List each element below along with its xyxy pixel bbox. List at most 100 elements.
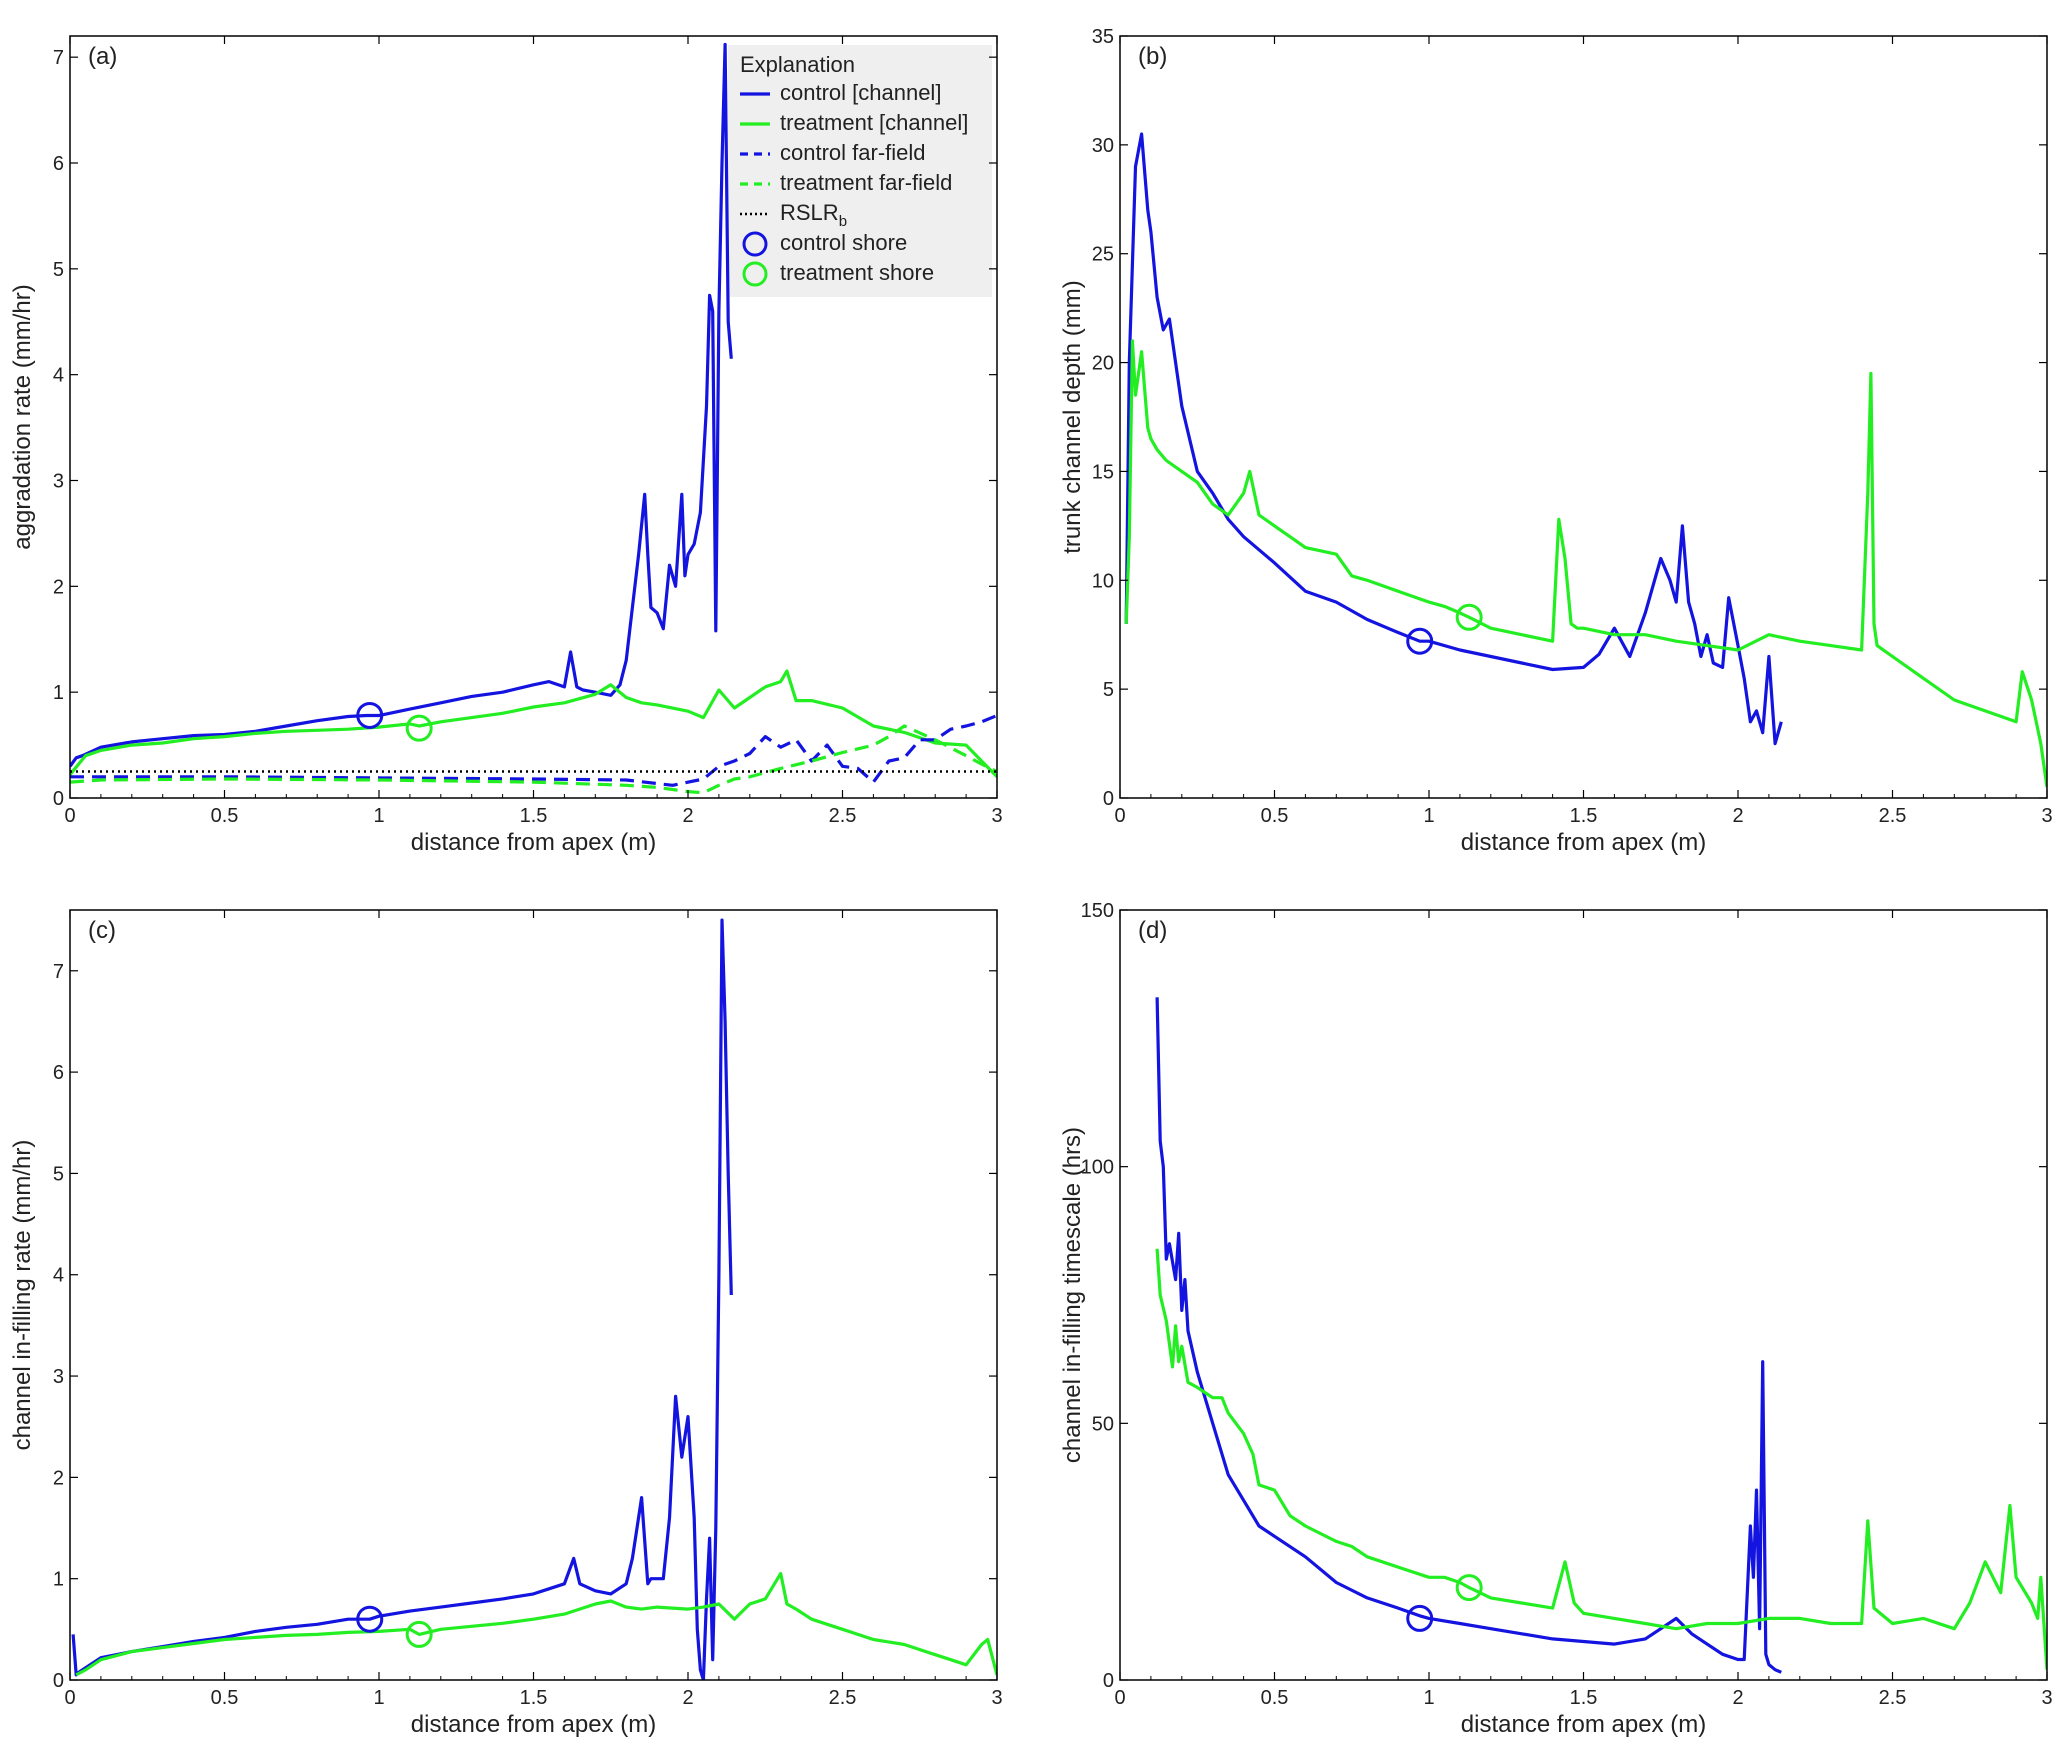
series-line-control-far-field bbox=[70, 714, 997, 787]
axis-ticks: 0 0.5 1 1.5 2 2.5 3 0 50 100 150 bbox=[1081, 900, 2053, 1709]
panel-label: (c) bbox=[88, 917, 116, 944]
control-shore-marker bbox=[356, 1605, 384, 1633]
x-tick-label: 1.5 bbox=[520, 1687, 548, 1709]
series-line-treatment-channel- bbox=[70, 669, 997, 778]
x-axis-label: distance from apex (m) bbox=[411, 1711, 656, 1738]
x-tick-label: 1 bbox=[373, 805, 384, 827]
x-tick-label: 0 bbox=[64, 1687, 75, 1709]
y-tick-label: 20 bbox=[1092, 353, 1114, 375]
legend-entries: control [channel] treatment [channel] cont… bbox=[740, 80, 968, 287]
series-line-control bbox=[1155, 997, 1782, 1674]
y-tick-label: 2 bbox=[53, 1467, 64, 1489]
y-tick-label: 5 bbox=[53, 259, 64, 281]
y-tick-label: 0 bbox=[1103, 788, 1114, 810]
legend-label-control-shore: control shore bbox=[780, 230, 907, 255]
legend-title: Explanation bbox=[740, 52, 855, 77]
y-tick-label: 0 bbox=[53, 788, 64, 810]
plot-area bbox=[70, 42, 997, 795]
series-line-control-channel- bbox=[70, 42, 733, 768]
axis-ticks: 0 0.5 1 1.5 2 2.5 3 0 1 2 3 4 5 6 7 bbox=[53, 36, 1003, 827]
panel-label: (d) bbox=[1138, 917, 1167, 944]
legend-label-treatment-far: treatment far-field bbox=[780, 170, 952, 195]
legend-label-treatment-shore: treatment shore bbox=[780, 260, 934, 285]
treatment-shore-marker bbox=[1455, 1574, 1483, 1602]
control-shore-marker bbox=[1406, 1604, 1434, 1632]
legend: Explanation control [channel] treatment [… bbox=[740, 52, 968, 287]
x-tick-label: 2.5 bbox=[1879, 1687, 1907, 1709]
x-tick-label: 1 bbox=[1423, 805, 1434, 827]
legend-swatch-treatment-shore bbox=[742, 261, 768, 287]
legend-label-subscript: b bbox=[839, 213, 847, 230]
x-tick-label: 3 bbox=[991, 805, 1002, 827]
treatment-shore-marker bbox=[405, 714, 433, 742]
x-tick-label: 2 bbox=[1732, 1687, 1743, 1709]
x-tick-label: 3 bbox=[2041, 1687, 2052, 1709]
y-tick-label: 15 bbox=[1092, 461, 1114, 483]
y-axis-label: channel in-filling timescale (hrs) bbox=[1059, 1127, 1086, 1463]
y-tick-label: 6 bbox=[53, 1062, 64, 1084]
panel-d: (d) distance from apex (m) channel in-fi… bbox=[1059, 900, 2053, 1738]
y-tick-label: 3 bbox=[53, 471, 64, 493]
x-tick-label: 0 bbox=[1114, 805, 1125, 827]
x-tick-label: 2 bbox=[1732, 805, 1743, 827]
y-tick-label: 5 bbox=[53, 1163, 64, 1185]
y-tick-label: 3 bbox=[53, 1366, 64, 1388]
y-tick-label: 5 bbox=[1103, 679, 1114, 701]
x-tick-label: 2.5 bbox=[829, 1687, 857, 1709]
axis-ticks: 0 0.5 1 1.5 2 2.5 3 0 1 2 3 4 5 6 7 bbox=[53, 910, 1003, 1709]
legend-swatch-control-shore bbox=[742, 231, 768, 257]
x-tick-label: 0.5 bbox=[211, 805, 239, 827]
x-tick-label: 1 bbox=[1423, 1687, 1434, 1709]
series-line-control bbox=[1124, 132, 1783, 746]
series-group bbox=[1124, 132, 2047, 788]
x-tick-label: 0.5 bbox=[1261, 805, 1289, 827]
plot-area bbox=[71, 918, 997, 1680]
panel-a: (a) distance from apex (m) aggradation r… bbox=[9, 35, 1003, 856]
y-tick-label: 1 bbox=[53, 1569, 64, 1591]
x-tick-label: 3 bbox=[991, 1687, 1002, 1709]
y-axis-label: aggradation rate (mm/hr) bbox=[9, 284, 36, 549]
panel-c: (c) distance from apex (m) channel in-fi… bbox=[9, 909, 1003, 1738]
y-tick-label: 7 bbox=[53, 961, 64, 983]
legend-box bbox=[728, 45, 992, 297]
x-tick-label: 1.5 bbox=[1570, 805, 1598, 827]
x-tick-label: 3 bbox=[2041, 805, 2052, 827]
y-tick-label: 0 bbox=[53, 1670, 64, 1692]
y-tick-label: 100 bbox=[1081, 1157, 1114, 1179]
series-group bbox=[71, 918, 997, 1680]
y-tick-label: 10 bbox=[1092, 570, 1114, 592]
treatment-shore-marker bbox=[405, 1620, 433, 1648]
series-line-control bbox=[71, 918, 733, 1680]
control-shore-marker bbox=[1406, 627, 1434, 655]
y-tick-label: 4 bbox=[53, 1265, 64, 1287]
series-line-treatment bbox=[1124, 339, 2047, 788]
y-tick-label: 35 bbox=[1092, 26, 1114, 48]
x-tick-label: 2 bbox=[682, 805, 693, 827]
y-tick-label: 150 bbox=[1081, 900, 1114, 922]
y-tick-label: 0 bbox=[1103, 1670, 1114, 1692]
x-tick-label: 0.5 bbox=[1261, 1687, 1289, 1709]
x-tick-label: 2.5 bbox=[829, 805, 857, 827]
x-tick-label: 1.5 bbox=[1570, 1687, 1598, 1709]
y-axis-label: channel in-filling rate (mm/hr) bbox=[9, 1140, 36, 1451]
legend-label-control-channel: control [channel] bbox=[780, 80, 941, 105]
y-tick-label: 7 bbox=[53, 47, 64, 69]
plot-area bbox=[1124, 132, 2047, 788]
panel-label: (b) bbox=[1138, 43, 1167, 70]
x-tick-label: 2.5 bbox=[1879, 805, 1907, 827]
x-tick-label: 0.5 bbox=[211, 1687, 239, 1709]
x-axis-label: distance from apex (m) bbox=[411, 829, 656, 856]
plot-area bbox=[1155, 997, 2047, 1674]
y-tick-label: 30 bbox=[1092, 135, 1114, 157]
series-group bbox=[70, 42, 997, 795]
y-tick-label: 50 bbox=[1092, 1413, 1114, 1435]
x-tick-label: 1.5 bbox=[520, 805, 548, 827]
y-tick-label: 4 bbox=[53, 365, 64, 387]
y-tick-label: 2 bbox=[53, 576, 64, 598]
x-tick-label: 1 bbox=[373, 1687, 384, 1709]
legend-label-control-far: control far-field bbox=[780, 140, 926, 165]
y-tick-label: 25 bbox=[1092, 244, 1114, 266]
